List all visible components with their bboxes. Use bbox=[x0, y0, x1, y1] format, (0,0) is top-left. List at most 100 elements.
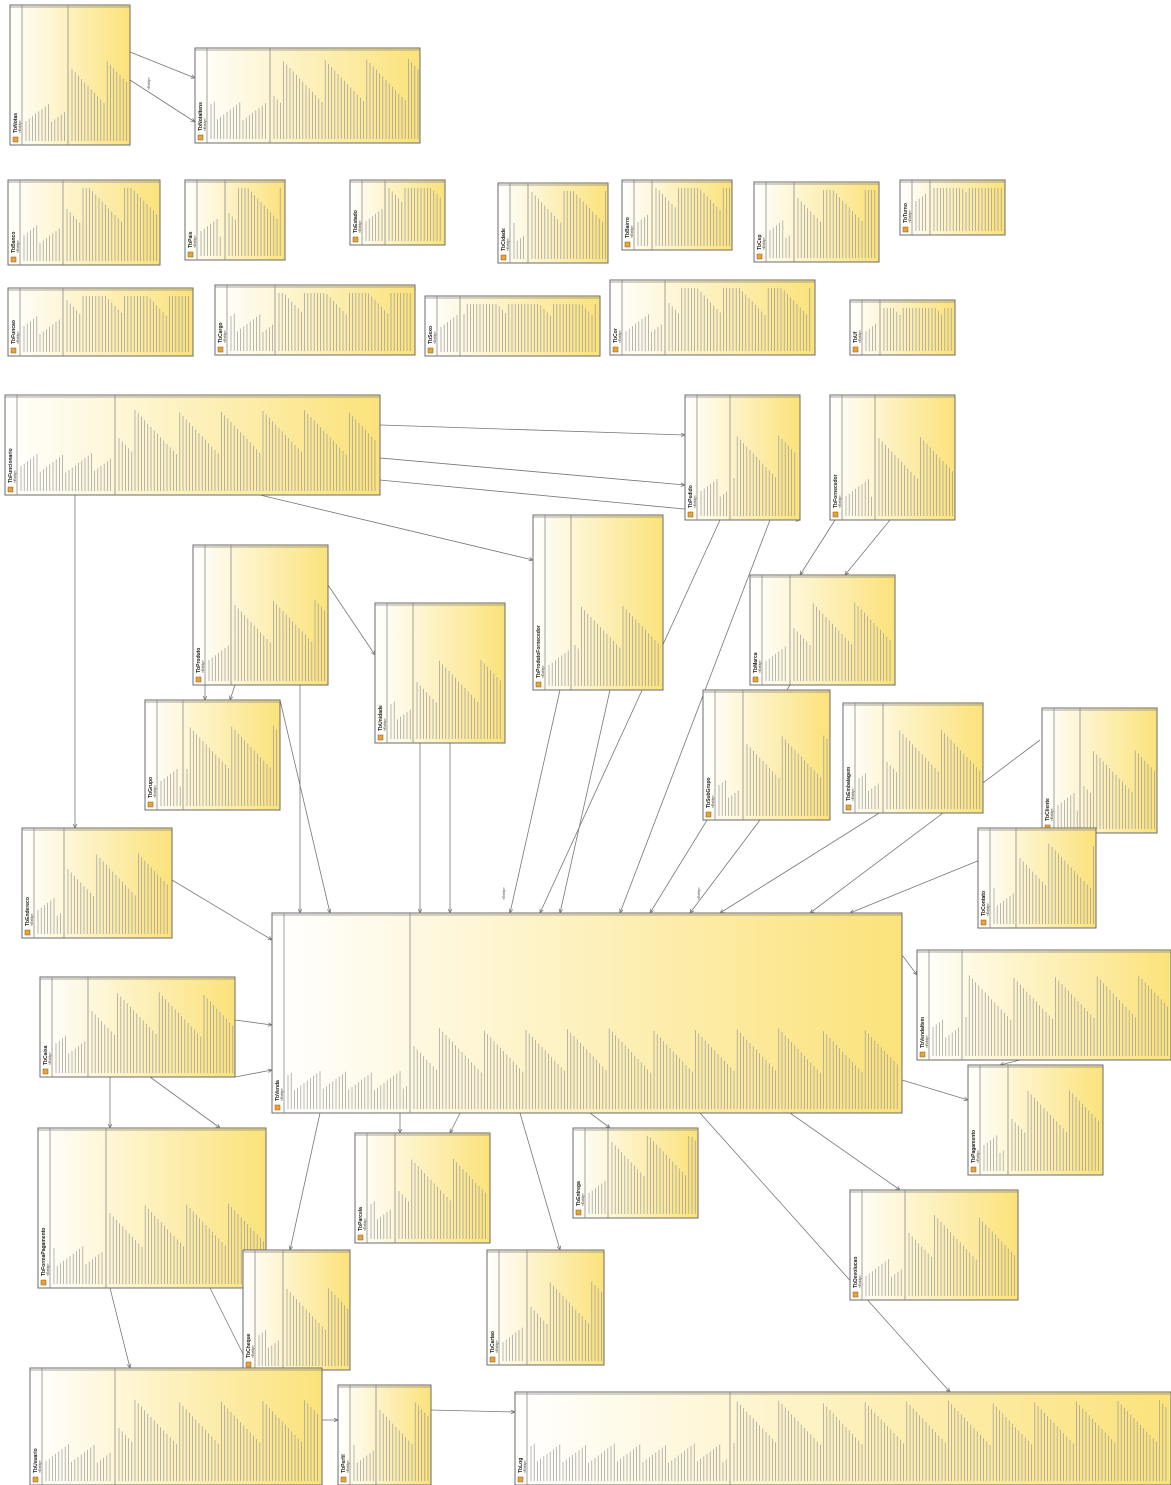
class-icon bbox=[12, 136, 19, 143]
class-box-TbCidade[interactable]: TbCidade «Entity» bbox=[497, 182, 609, 264]
class-box-TbSexo[interactable]: TbSexo «Entity» bbox=[424, 295, 601, 357]
class-icon bbox=[535, 681, 542, 688]
class-box-body bbox=[899, 179, 1006, 236]
class-icon bbox=[187, 251, 194, 258]
class-box-TbUsuario[interactable]: TbUsuario «Entity» bbox=[29, 1367, 323, 1485]
class-box-TbPedido[interactable]: TbPedido «Entity» bbox=[684, 394, 801, 521]
class-box-TbBanco[interactable]: TbBanco «Entity» bbox=[7, 179, 161, 266]
association-line bbox=[999, 1059, 1021, 1066]
class-name: TbUnidade bbox=[378, 705, 384, 731]
class-icon bbox=[147, 801, 154, 808]
class-stereotype: «Entity» bbox=[16, 331, 20, 344]
class-box-TbLog[interactable]: TbLog «Entity» bbox=[514, 1391, 1171, 1485]
class-box-TbCaixa[interactable]: TbCaixa «Entity» bbox=[39, 976, 236, 1078]
class-box-TbNotaItens[interactable]: TbNotaItens «Entity» bbox=[194, 47, 421, 144]
class-stereotype: «Entity» bbox=[541, 665, 545, 678]
class-box-body bbox=[9, 4, 131, 146]
class-box-body bbox=[916, 949, 1171, 1061]
class-box-TbParcela[interactable]: TbParcela «Entity» bbox=[354, 1132, 491, 1244]
class-icon bbox=[24, 929, 31, 936]
class-box-TbFuncionario[interactable]: TbFuncionario «Entity» bbox=[4, 394, 381, 496]
class-box-TbFornecedor[interactable]: TbFornecedor «Entity» bbox=[829, 394, 956, 521]
association-line bbox=[279, 699, 331, 914]
class-box-TbGrupo[interactable]: TbGrupo «Entity» bbox=[144, 699, 281, 811]
class-box-TbBairro[interactable]: TbBairro «Entity» bbox=[621, 179, 733, 251]
class-box-body bbox=[849, 299, 956, 356]
association-line bbox=[171, 879, 273, 941]
class-name: TbSubGrupo bbox=[706, 777, 712, 808]
class-stereotype: «Entity» bbox=[851, 788, 855, 801]
class-icon bbox=[500, 254, 507, 261]
class-name: TbCep bbox=[757, 234, 763, 250]
class-stereotype: «Entity» bbox=[858, 330, 862, 343]
class-box-TbCep[interactable]: TbCep «Entity» bbox=[753, 181, 880, 263]
class-box-body bbox=[184, 179, 286, 261]
class-box-TbTurno[interactable]: TbTurno «Entity» bbox=[899, 179, 1006, 236]
class-icon bbox=[575, 1209, 582, 1216]
class-box-TbFuncao[interactable]: TbFuncao «Entity» bbox=[7, 287, 194, 357]
class-box-TbUnidade[interactable]: TbUnidade «Entity» bbox=[374, 602, 506, 744]
class-box-TbEndereco[interactable]: TbEndereco «Entity» bbox=[21, 827, 173, 939]
class-box-TbCliente[interactable]: TbCliente «Entity» bbox=[1041, 707, 1158, 834]
class-name: TbBairro bbox=[625, 217, 631, 238]
class-box-TbNotas[interactable]: TbNotas «Entity» bbox=[9, 4, 131, 146]
class-icon bbox=[517, 1476, 524, 1483]
association-line bbox=[259, 494, 534, 561]
class-icon bbox=[832, 511, 839, 518]
class-box-TbEstado[interactable]: TbEstado «Entity» bbox=[349, 179, 446, 246]
class-box-TbEmbalagem[interactable]: TbEmbalagem «Entity» bbox=[842, 702, 984, 814]
class-name: TbFuncao bbox=[11, 320, 17, 344]
class-icon bbox=[274, 1104, 281, 1111]
class-box-TbContato[interactable]: TbContato «Entity» bbox=[977, 827, 1097, 929]
class-box-TbSubGrupo[interactable]: TbSubGrupo «Entity» bbox=[702, 689, 831, 821]
class-name: TbPais bbox=[188, 231, 194, 248]
class-box-TbCartao[interactable]: TbCartao «Entity» bbox=[486, 1249, 605, 1366]
class-name: TbUsuario bbox=[33, 1448, 39, 1473]
association-line bbox=[234, 1069, 273, 1078]
association-line bbox=[229, 684, 236, 701]
class-icon bbox=[980, 919, 987, 926]
class-icon bbox=[10, 347, 17, 354]
class-stereotype: «Entity» bbox=[758, 660, 762, 673]
class-stereotype: «Entity» bbox=[16, 240, 20, 253]
class-icon bbox=[340, 1476, 347, 1483]
class-stereotype: «Entity» bbox=[433, 331, 437, 344]
class-box-TbProdutoFornecedor[interactable]: TbProdutoFornecedor «Entity» bbox=[532, 514, 664, 691]
class-icon bbox=[7, 486, 14, 493]
class-box-TbMarca[interactable]: TbMarca «Entity» bbox=[749, 574, 896, 686]
class-box-TbVenda[interactable]: TbVenda «Entity» bbox=[271, 912, 903, 1114]
class-stereotype: «Entity» bbox=[908, 210, 912, 223]
class-name: TbCargo bbox=[218, 322, 224, 343]
association-line bbox=[844, 519, 891, 576]
class-box-TbUf[interactable]: TbUf «Entity» bbox=[849, 299, 956, 356]
association-line bbox=[379, 424, 686, 436]
class-box-TbVendaItem[interactable]: TbVendaItem «Entity» bbox=[916, 949, 1171, 1061]
class-box-TbPagamento[interactable]: TbPagamento «Entity» bbox=[967, 1064, 1104, 1176]
class-box-TbCor[interactable]: TbCor «Entity» bbox=[609, 279, 816, 356]
class-box-TbPais[interactable]: TbPais «Entity» bbox=[184, 179, 286, 261]
class-stereotype: «Entity» bbox=[693, 495, 697, 508]
class-box-body bbox=[7, 287, 194, 357]
class-box-body bbox=[374, 602, 506, 744]
class-box-TbDevolucao[interactable]: TbDevolucao «Entity» bbox=[849, 1189, 1019, 1301]
association-line bbox=[589, 1112, 611, 1129]
class-box-TbPerfil[interactable]: TbPerfil «Entity» bbox=[337, 1384, 432, 1485]
association-line bbox=[129, 79, 196, 123]
class-box-TbFormaPagamento[interactable]: TbFormaPagamento «Entity» bbox=[37, 1127, 267, 1289]
class-stereotype: «Entity» bbox=[523, 1460, 527, 1473]
class-box-TbProduto[interactable]: TbProduto «Entity» bbox=[192, 544, 329, 686]
class-box-TbCheque[interactable]: TbCheque «Entity» bbox=[242, 1249, 351, 1371]
association-line bbox=[699, 1112, 951, 1393]
association-line bbox=[519, 1112, 561, 1251]
class-stereotype: «Entity» bbox=[363, 1218, 367, 1231]
class-icon bbox=[489, 1356, 496, 1363]
association-line bbox=[129, 51, 196, 79]
class-name: TbPerfil bbox=[341, 1454, 347, 1473]
class-box-body bbox=[39, 976, 236, 1078]
class-stereotype: «Entity» bbox=[711, 795, 715, 808]
class-box-TbCargo[interactable]: TbCargo «Entity» bbox=[214, 284, 416, 356]
class-icon bbox=[377, 734, 384, 741]
class-name: TbNotaItens bbox=[198, 102, 204, 131]
class-box-TbEntrega[interactable]: TbEntrega «Entity» bbox=[572, 1127, 699, 1219]
association-lines bbox=[72, 51, 1041, 1423]
